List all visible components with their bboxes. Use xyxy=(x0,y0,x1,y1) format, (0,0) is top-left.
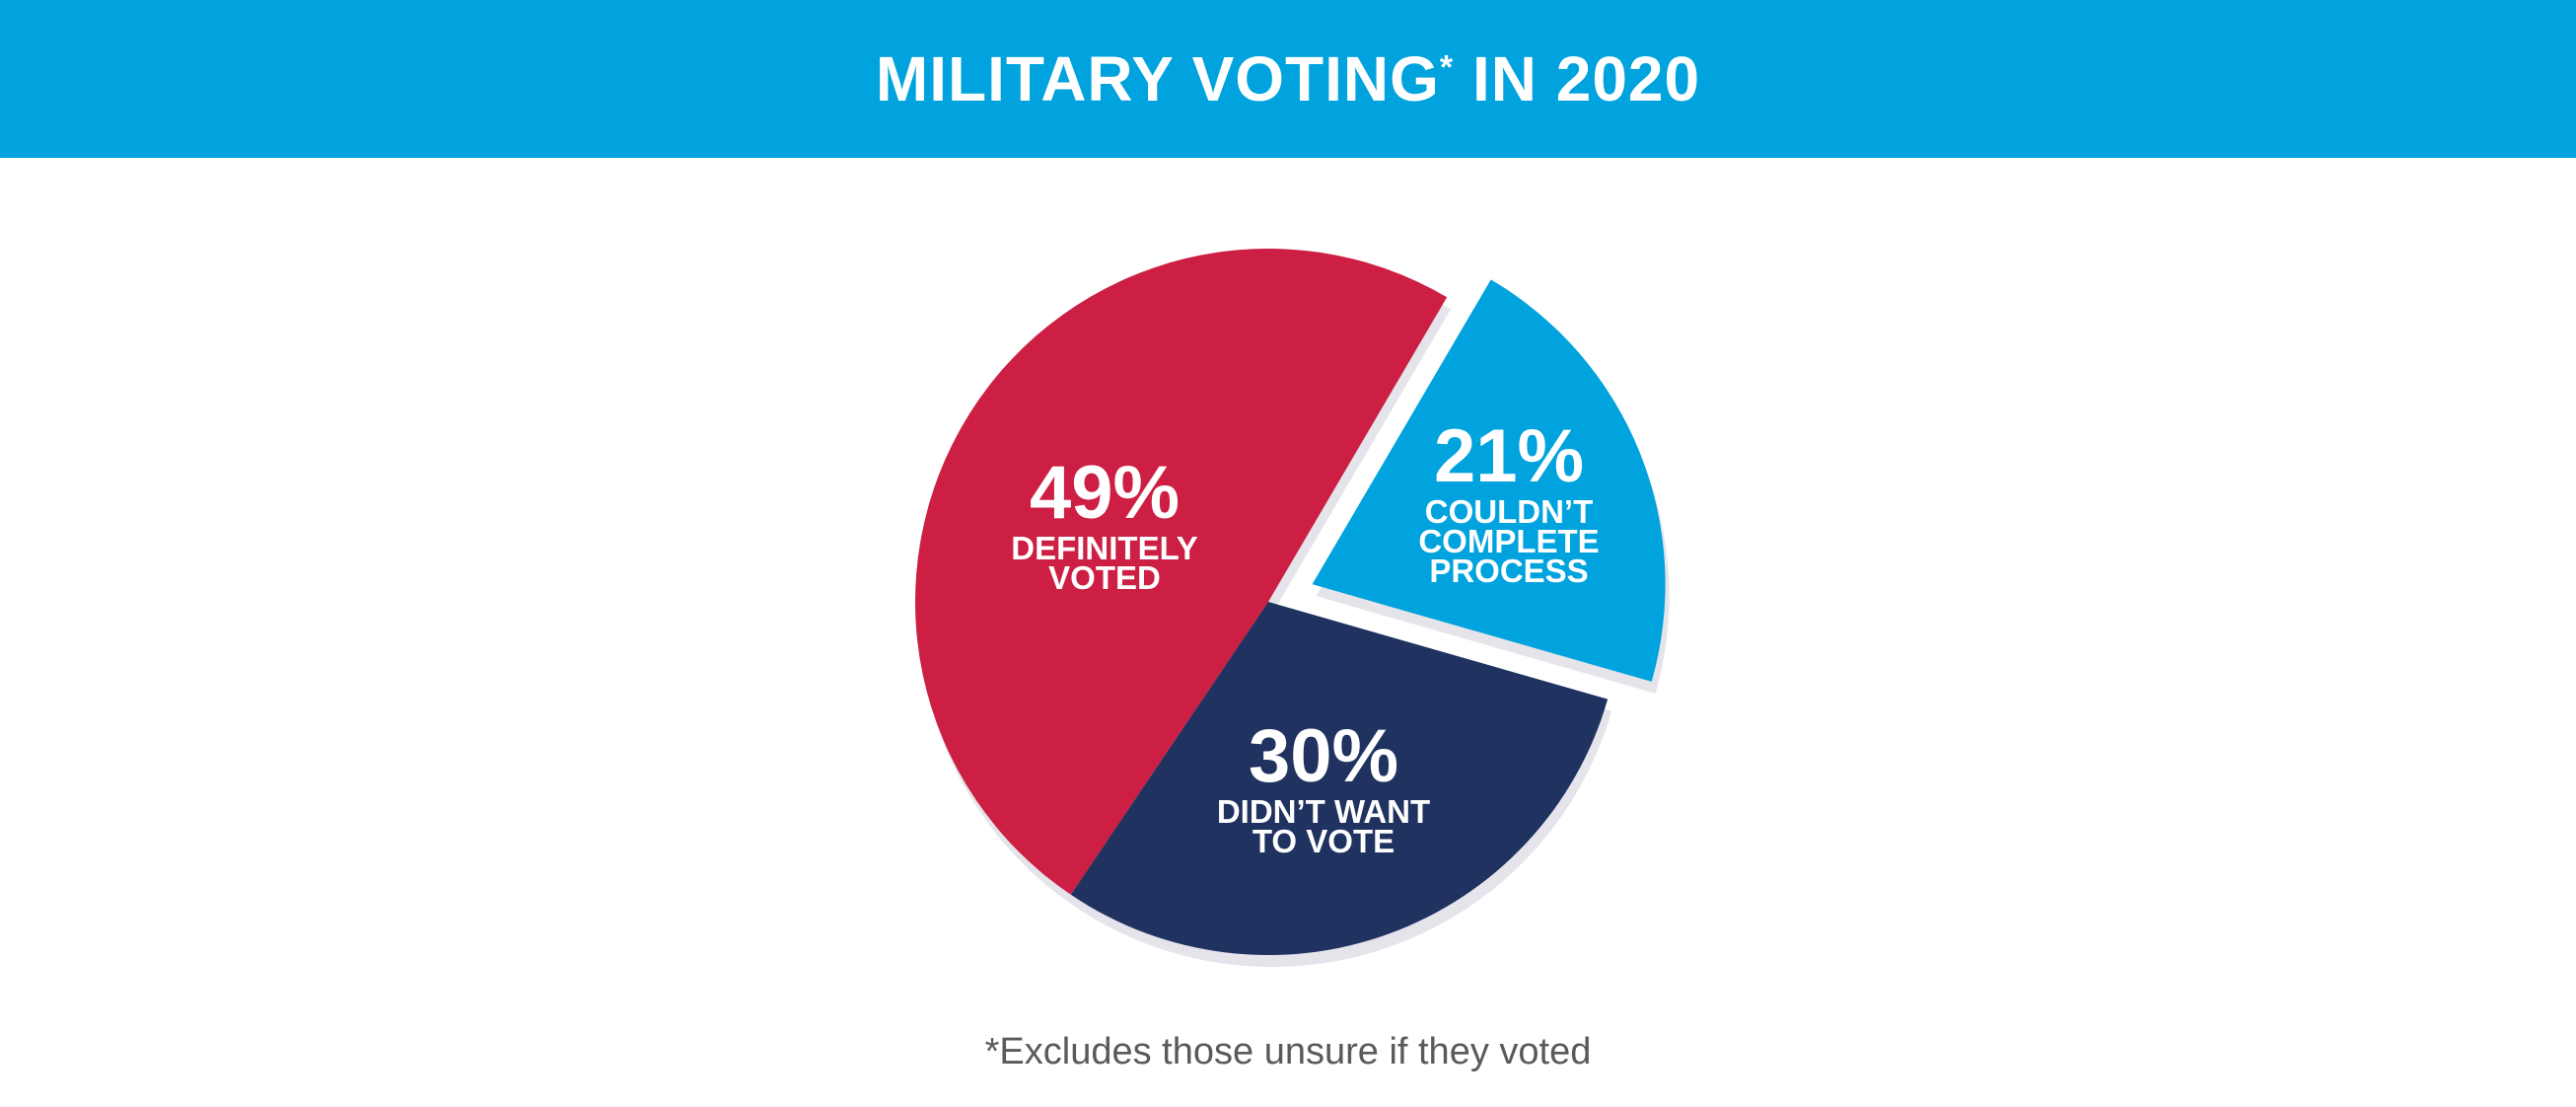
pie-slice-21pct xyxy=(1312,279,1666,682)
slice-category-label: TO VOTE xyxy=(1252,823,1395,859)
slice-category-label: COULDN’T xyxy=(1425,493,1593,530)
slice-value-label: 49% xyxy=(1030,451,1180,535)
chart-title-main: MILITARY VOTING xyxy=(875,43,1440,114)
slice-value-label: 30% xyxy=(1249,714,1398,798)
slice-category-label: COMPLETE xyxy=(1418,523,1599,559)
pie-slice-49pct xyxy=(915,249,1448,895)
title-banner: MILITARY VOTING* IN 2020 xyxy=(0,0,2576,158)
pie-slice-30pct xyxy=(1070,602,1609,955)
slice-category-label: DEFINITELY xyxy=(1011,530,1197,566)
slice-category-label: DIDN’T WANT xyxy=(1217,793,1430,830)
chart-title-rest: IN 2020 xyxy=(1454,43,1701,114)
slice-category-label: VOTED xyxy=(1048,559,1161,596)
slice-value-label: 21% xyxy=(1434,414,1584,498)
slice-category-label: PROCESS xyxy=(1429,553,1588,589)
footnote: *Excludes those unsure if they voted xyxy=(984,1031,1592,1072)
chart-title-asterisk: * xyxy=(1439,48,1455,87)
chart-title: MILITARY VOTING* IN 2020 xyxy=(876,42,1700,115)
